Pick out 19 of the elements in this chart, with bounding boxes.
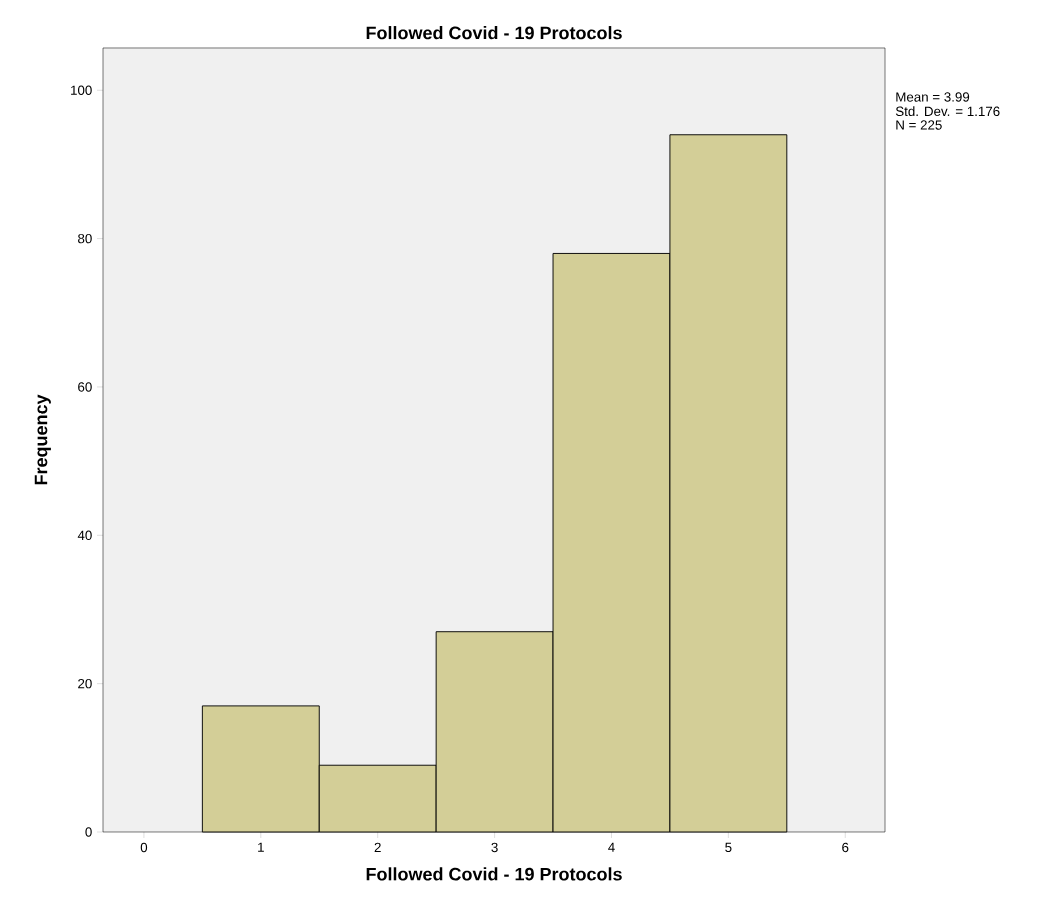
x-tick-label: 1 bbox=[258, 842, 264, 852]
y-axis-title: Frequency bbox=[34, 394, 51, 485]
y-tick-label: 40 bbox=[77, 530, 92, 541]
x-tick-label: 3 bbox=[491, 842, 498, 853]
x-tick-label: 6 bbox=[842, 842, 849, 853]
text: Std. Dev. = 1.176 bbox=[895, 106, 1000, 117]
x-tick-label: 5 bbox=[725, 842, 732, 852]
text: N = 225 bbox=[896, 120, 942, 130]
y-tick-label: 20 bbox=[78, 678, 92, 689]
x-axis-title: Followed Covid - 19 Protocols bbox=[366, 867, 622, 881]
x-tick-label: 4 bbox=[608, 842, 615, 852]
y-tick-label: 0 bbox=[85, 827, 92, 837]
text: Mean = 3.99 bbox=[896, 92, 970, 102]
chart-title: Followed Covid - 19 Protocols bbox=[366, 26, 622, 40]
y-tick-label: 100 bbox=[71, 85, 92, 95]
y-tick-label: 60 bbox=[78, 382, 92, 392]
y-tick-label: 80 bbox=[78, 233, 92, 244]
x-tick-label: 0 bbox=[140, 842, 148, 853]
x-tick-label: 2 bbox=[374, 842, 381, 852]
